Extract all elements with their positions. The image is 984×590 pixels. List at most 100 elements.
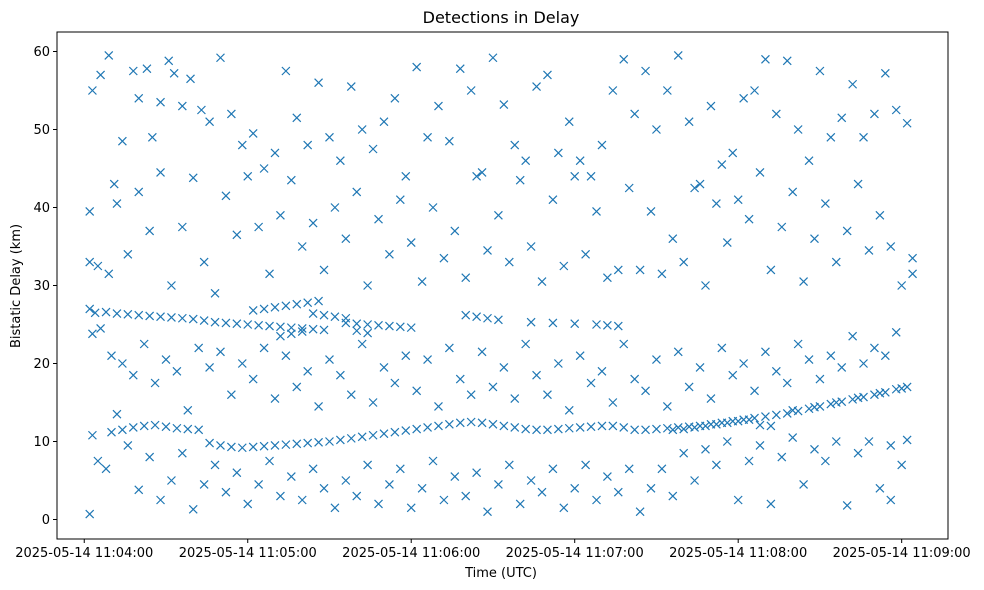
data-point [325, 437, 334, 446]
data-point [521, 156, 531, 166]
data-point [164, 56, 174, 66]
data-point [679, 257, 689, 267]
data-point [466, 417, 476, 427]
data-point [134, 187, 144, 197]
data-point [891, 105, 901, 115]
data-point [624, 464, 634, 474]
data-point [188, 504, 198, 514]
data-point [93, 261, 103, 271]
data-point [379, 117, 389, 127]
data-point [782, 56, 792, 66]
data-point [455, 374, 465, 384]
data-point [335, 435, 345, 445]
data-point [248, 374, 258, 384]
data-point [766, 421, 776, 431]
data-point [826, 351, 836, 361]
data-point [248, 442, 258, 452]
data-point [259, 164, 269, 173]
data-point [276, 322, 285, 332]
data-point [543, 425, 552, 435]
data-point [690, 183, 700, 193]
data-point [226, 109, 236, 119]
data-point [363, 328, 373, 338]
data-point [142, 64, 152, 74]
data-point [330, 312, 340, 322]
data-point [706, 101, 716, 111]
data-point [85, 304, 95, 314]
data-point [384, 479, 394, 489]
data-point [722, 418, 732, 428]
data-point [853, 179, 863, 189]
data-point [657, 464, 667, 474]
data-point [104, 269, 114, 279]
data-point [259, 441, 269, 451]
data-point [276, 210, 285, 220]
data-point [401, 351, 411, 361]
data-point [363, 320, 373, 329]
data-point [586, 422, 596, 432]
data-point [237, 443, 247, 453]
data-point [733, 495, 743, 505]
y-tick-label: 10 [33, 435, 50, 450]
x-tick-label: 2025-05-14 11:09:00 [833, 546, 971, 561]
data-point [423, 132, 432, 142]
data-point [379, 429, 389, 439]
data-point [477, 347, 487, 357]
data-point [608, 86, 618, 95]
data-point [848, 331, 858, 341]
y-tick-label: 30 [33, 279, 50, 294]
data-point [101, 307, 111, 317]
data-point [597, 366, 607, 376]
data-point [602, 320, 612, 330]
data-point [123, 440, 133, 450]
data-point [466, 390, 476, 400]
data-point [695, 362, 705, 372]
data-point [161, 355, 171, 365]
data-point [216, 440, 225, 450]
data-point [750, 386, 759, 396]
data-point [575, 156, 585, 166]
data-point [401, 426, 411, 436]
data-point [483, 507, 492, 517]
data-point [837, 362, 847, 372]
y-tick-label: 20 [33, 357, 50, 372]
data-point [169, 68, 179, 78]
data-point [357, 432, 367, 442]
data-point [210, 460, 220, 470]
data-point [292, 113, 302, 123]
data-point [145, 452, 155, 462]
data-point [782, 408, 792, 418]
data-point [837, 113, 847, 123]
data-point [532, 370, 541, 380]
data-point [532, 425, 541, 435]
data-point [504, 460, 514, 470]
data-point [226, 442, 236, 452]
data-point [237, 359, 247, 368]
data-point [93, 456, 103, 466]
data-point [87, 329, 97, 339]
data-point [510, 423, 520, 432]
data-point [117, 425, 127, 435]
data-point [717, 343, 727, 353]
data-point [101, 464, 111, 474]
data-point [739, 93, 749, 103]
data-point [804, 156, 814, 166]
data-point [777, 222, 787, 232]
data-point [406, 238, 416, 248]
data-point [717, 160, 727, 170]
data-point [483, 245, 492, 255]
data-point [679, 448, 689, 458]
data-point [308, 464, 318, 474]
data-point [766, 499, 776, 509]
data-point [722, 238, 732, 248]
data-point [630, 425, 640, 435]
data-point [156, 167, 165, 177]
data-point [303, 140, 313, 150]
y-tick-label: 40 [33, 201, 50, 216]
data-point [493, 479, 503, 489]
data-point [897, 281, 907, 290]
data-point [902, 382, 912, 392]
data-point [848, 394, 858, 404]
data-point [592, 320, 601, 329]
data-point [210, 288, 220, 298]
